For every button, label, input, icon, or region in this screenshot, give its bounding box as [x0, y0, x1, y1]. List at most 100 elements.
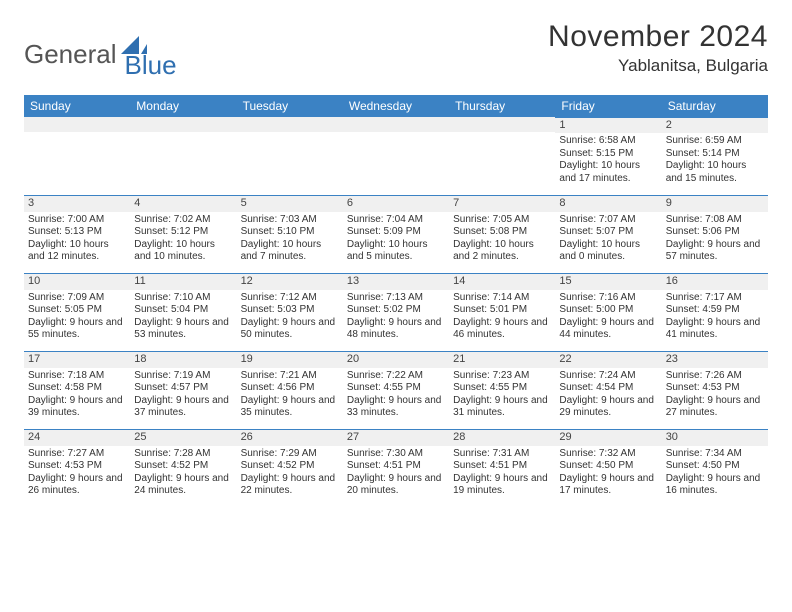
sunrise-text: Sunrise: 7:08 AM — [666, 214, 764, 227]
sunrise-text: Sunrise: 7:34 AM — [666, 448, 764, 461]
day-cell: 15Sunrise: 7:16 AMSunset: 5:00 PMDayligh… — [555, 274, 661, 352]
day-number: 23 — [662, 352, 768, 368]
sunrise-text: Sunrise: 7:13 AM — [347, 292, 445, 305]
day-cell: 16Sunrise: 7:17 AMSunset: 4:59 PMDayligh… — [662, 274, 768, 352]
sunrise-text: Sunrise: 7:19 AM — [134, 370, 232, 383]
sunrise-text: Sunrise: 7:23 AM — [453, 370, 551, 383]
daylight-text: Daylight: 10 hours and 0 minutes. — [559, 239, 657, 264]
day-number: 5 — [237, 196, 343, 212]
daylight-text: Daylight: 9 hours and 39 minutes. — [28, 395, 126, 420]
day-number: 9 — [662, 196, 768, 212]
sunset-text: Sunset: 4:52 PM — [134, 460, 232, 473]
day-number: 11 — [130, 274, 236, 290]
day-cell: 4Sunrise: 7:02 AMSunset: 5:12 PMDaylight… — [130, 196, 236, 274]
daylight-text: Daylight: 9 hours and 22 minutes. — [241, 473, 339, 498]
day-cell — [24, 118, 130, 196]
sunset-text: Sunset: 4:54 PM — [559, 382, 657, 395]
day-cell: 27 Sunrise: 7:30 AMSunset: 4:51 PMDayligh… — [343, 430, 449, 508]
day-cell: 9Sunrise: 7:08 AMSunset: 5:06 PMDaylight… — [662, 196, 768, 274]
daylight-text: Daylight: 10 hours and 17 minutes. — [559, 160, 657, 185]
day-number: 15 — [555, 274, 661, 290]
sunrise-text: Sunrise: 7:28 AM — [134, 448, 232, 461]
month-title: November 2024 — [548, 20, 768, 54]
day-cell: 10Sunrise: 7:09 AMSunset: 5:05 PMDayligh… — [24, 274, 130, 352]
daylight-text: Daylight: 9 hours and 46 minutes. — [453, 317, 551, 342]
daylight-text: Daylight: 9 hours and 48 minutes. — [347, 317, 445, 342]
sunset-text: Sunset: 4:53 PM — [28, 460, 126, 473]
day-number: 25 — [130, 430, 236, 446]
sunrise-text: Sunrise: 7:30 AM — [347, 448, 445, 461]
sunrise-text: Sunrise: 6:59 AM — [666, 135, 764, 148]
calendar-table: Sunday Monday Tuesday Wednesday Thursday… — [24, 95, 768, 508]
day-header: Saturday — [662, 95, 768, 118]
sunset-text: Sunset: 5:06 PM — [666, 226, 764, 239]
day-cell: 7Sunrise: 7:05 AMSunset: 5:08 PMDaylight… — [449, 196, 555, 274]
sunset-text: Sunset: 5:10 PM — [241, 226, 339, 239]
sunrise-text: Sunrise: 7:04 AM — [347, 214, 445, 227]
day-number: 28 — [449, 430, 555, 446]
sunset-text: Sunset: 4:59 PM — [666, 304, 764, 317]
sunset-text: Sunset: 4:58 PM — [28, 382, 126, 395]
day-cell: 28Sunrise: 7:31 AMSunset: 4:51 PMDayligh… — [449, 430, 555, 508]
sunset-text: Sunset: 4:55 PM — [453, 382, 551, 395]
logo-text-blue: Blue — [125, 50, 177, 81]
daylight-text: Daylight: 10 hours and 7 minutes. — [241, 239, 339, 264]
daylight-text: Daylight: 9 hours and 55 minutes. — [28, 317, 126, 342]
day-header: Monday — [130, 95, 236, 118]
daylight-text: Daylight: 9 hours and 20 minutes. — [347, 473, 445, 498]
page-header: General Blue November 2024 Yablanitsa, B… — [24, 20, 768, 81]
sunrise-text: Sunrise: 7:05 AM — [453, 214, 551, 227]
day-number: 17 — [24, 352, 130, 368]
sunset-text: Sunset: 5:02 PM — [347, 304, 445, 317]
sunset-text: Sunset: 5:14 PM — [666, 148, 764, 161]
day-number: 13 — [343, 274, 449, 290]
day-number: 27 — [343, 430, 449, 446]
day-number: 18 — [130, 352, 236, 368]
sunset-text: Sunset: 5:09 PM — [347, 226, 445, 239]
week-row: 17Sunrise: 7:18 AMSunset: 4:58 PMDayligh… — [24, 352, 768, 430]
day-number: 24 — [24, 430, 130, 446]
day-cell: 2Sunrise: 6:59 AMSunset: 5:14 PMDaylight… — [662, 118, 768, 196]
daylight-text: Daylight: 9 hours and 37 minutes. — [134, 395, 232, 420]
daylight-text: Daylight: 10 hours and 5 minutes. — [347, 239, 445, 264]
sunrise-text: Sunrise: 7:07 AM — [559, 214, 657, 227]
day-cell: 14Sunrise: 7:14 AMSunset: 5:01 PMDayligh… — [449, 274, 555, 352]
daylight-text: Daylight: 9 hours and 26 minutes. — [28, 473, 126, 498]
sunset-text: Sunset: 4:51 PM — [453, 460, 551, 473]
logo: General Blue — [24, 28, 177, 81]
sunrise-text: Sunrise: 7:27 AM — [28, 448, 126, 461]
day-number: 2 — [662, 118, 768, 134]
day-header: Thursday — [449, 95, 555, 118]
daylight-text: Daylight: 10 hours and 15 minutes. — [666, 160, 764, 185]
daylight-text: Daylight: 9 hours and 17 minutes. — [559, 473, 657, 498]
sunrise-text: Sunrise: 7:24 AM — [559, 370, 657, 383]
sunrise-text: Sunrise: 7:29 AM — [241, 448, 339, 461]
week-row: 3Sunrise: 7:00 AMSunset: 5:13 PMDaylight… — [24, 196, 768, 274]
day-cell: 18Sunrise: 7:19 AMSunset: 4:57 PMDayligh… — [130, 352, 236, 430]
day-cell: 21Sunrise: 7:23 AMSunset: 4:55 PMDayligh… — [449, 352, 555, 430]
day-header: Sunday — [24, 95, 130, 118]
daylight-text: Daylight: 9 hours and 33 minutes. — [347, 395, 445, 420]
day-cell: 26Sunrise: 7:29 AMSunset: 4:52 PMDayligh… — [237, 430, 343, 508]
sunrise-text: Sunrise: 7:31 AM — [453, 448, 551, 461]
sunset-text: Sunset: 4:51 PM — [347, 460, 445, 473]
sunrise-text: Sunrise: 7:17 AM — [666, 292, 764, 305]
sunset-text: Sunset: 5:07 PM — [559, 226, 657, 239]
day-cell: 12Sunrise: 7:12 AMSunset: 5:03 PMDayligh… — [237, 274, 343, 352]
day-number: 3 — [24, 196, 130, 212]
sunrise-text: Sunrise: 7:00 AM — [28, 214, 126, 227]
day-cell: 24 Sunrise: 7:27 AMSunset: 4:53 PMDayligh… — [24, 430, 130, 508]
sunset-text: Sunset: 5:08 PM — [453, 226, 551, 239]
sunset-text: Sunset: 5:01 PM — [453, 304, 551, 317]
sunrise-text: Sunrise: 7:14 AM — [453, 292, 551, 305]
day-cell: 6 Sunrise: 7:04 AMSunset: 5:09 PMDaylight… — [343, 196, 449, 274]
sunrise-text: Sunrise: 7:32 AM — [559, 448, 657, 461]
day-cell — [130, 118, 236, 196]
day-header: Tuesday — [237, 95, 343, 118]
daylight-text: Daylight: 9 hours and 31 minutes. — [453, 395, 551, 420]
day-cell: 23Sunrise: 7:26 AMSunset: 4:53 PMDayligh… — [662, 352, 768, 430]
week-row: 1Sunrise: 6:58 AMSunset: 5:15 PMDaylight… — [24, 118, 768, 196]
day-number: 6 — [343, 196, 449, 212]
sunset-text: Sunset: 4:56 PM — [241, 382, 339, 395]
sunset-text: Sunset: 5:03 PM — [241, 304, 339, 317]
